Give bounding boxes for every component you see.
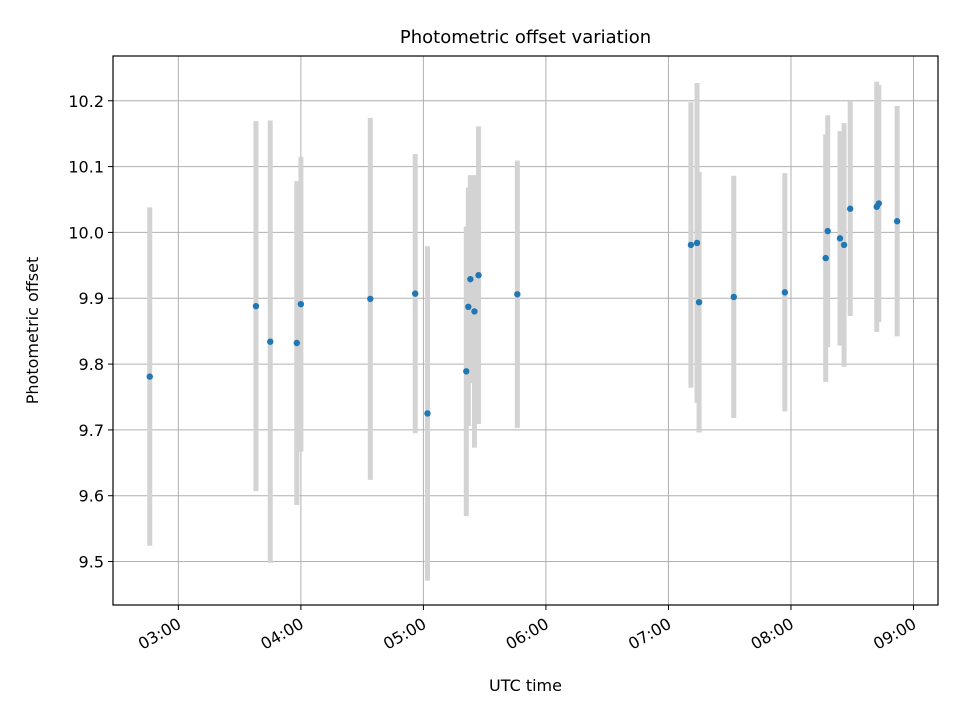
data-point <box>693 239 701 247</box>
data-point <box>730 293 737 301</box>
y-tick-label: 9.5 <box>79 553 104 572</box>
data-point <box>781 289 789 296</box>
data-point <box>471 308 478 315</box>
data-point <box>412 290 419 297</box>
y-axis: 9.5 9.6 9.7 9.8 9.9 10.0 10.1 10.2 <box>68 92 113 572</box>
chart-title: Photometric offset variation <box>400 27 651 48</box>
y-tick-label: 9.6 <box>79 487 104 506</box>
data-point <box>146 373 153 380</box>
data-point <box>893 218 901 225</box>
data-point <box>293 339 300 347</box>
y-tick-label: 9.8 <box>79 355 104 374</box>
data-point <box>465 303 472 311</box>
data-point <box>424 410 431 417</box>
data-point <box>875 200 882 207</box>
data-point <box>836 235 844 242</box>
data-point <box>297 300 305 308</box>
data-point <box>824 227 831 235</box>
data-point <box>822 254 829 262</box>
data-point <box>267 338 274 345</box>
grid <box>113 56 938 605</box>
y-axis-label: Photometric offset <box>23 257 42 405</box>
data-point <box>252 302 260 310</box>
y-tick-label: 10.1 <box>68 158 104 177</box>
data-point <box>463 368 470 375</box>
y-tick-label: 10.2 <box>68 92 104 111</box>
plot-frame <box>112 55 939 606</box>
data-point <box>846 205 854 212</box>
data-point <box>475 272 482 279</box>
data-point <box>367 295 374 303</box>
y-tick-label: 10.0 <box>68 223 104 242</box>
data-point <box>687 241 695 249</box>
data-points <box>146 200 901 417</box>
y-tick-label: 9.9 <box>79 289 104 308</box>
data-point <box>695 298 703 306</box>
x-axis-label: UTC time <box>489 676 562 695</box>
y-tick-label: 9.7 <box>79 421 104 440</box>
data-point <box>467 275 474 283</box>
data-point <box>514 291 521 298</box>
data-point <box>840 241 848 249</box>
